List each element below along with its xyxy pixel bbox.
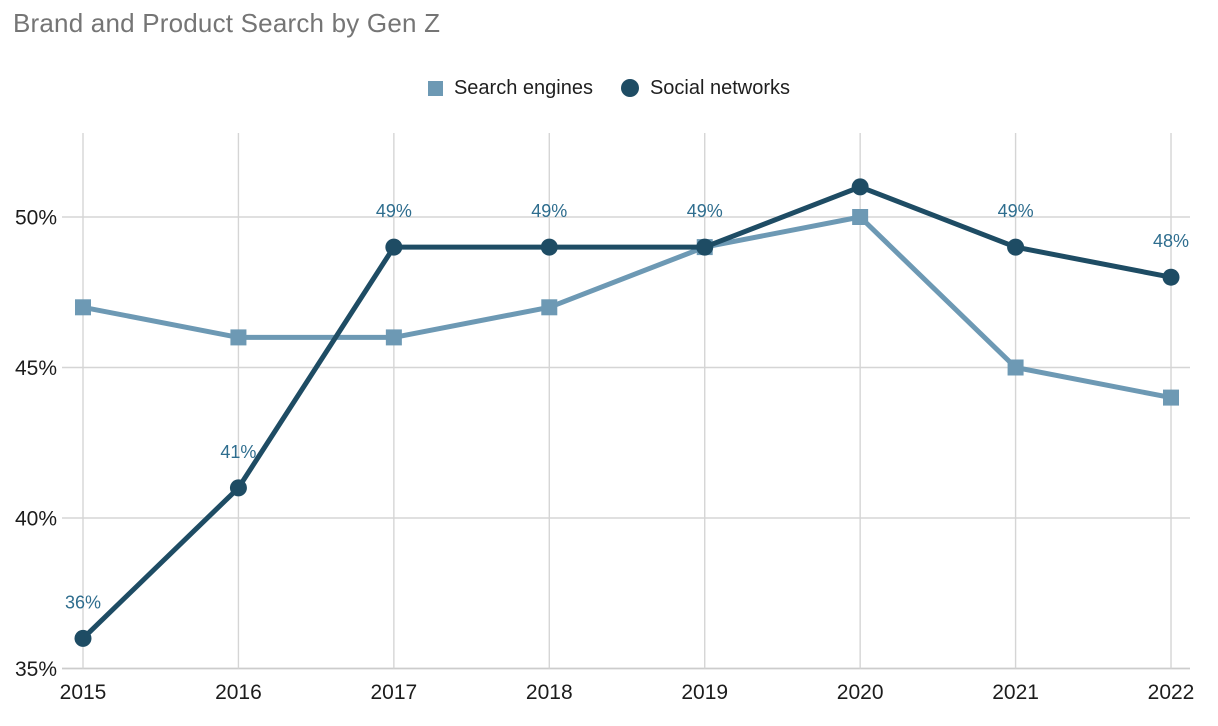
series-line-social-networks — [80, 184, 1174, 641]
data-label: 49% — [998, 201, 1034, 221]
square-point-marker — [230, 329, 247, 346]
legend-label-search-engines: Search engines — [453, 76, 593, 99]
circle-marker-icon — [620, 79, 639, 97]
circle-point-marker — [1007, 238, 1025, 256]
x-tick-label: 2016 — [215, 681, 262, 704]
circle-point-marker — [540, 238, 558, 256]
x-tick-label: 2021 — [992, 681, 1039, 704]
series-line-search-engines — [80, 214, 1174, 401]
square-point-marker — [1163, 389, 1180, 406]
circle-point-marker — [1162, 268, 1180, 286]
circle-point-marker — [229, 479, 247, 497]
circle-point-marker — [74, 629, 92, 647]
legend-label-social-networks: Social networks — [649, 76, 791, 99]
circle-point-marker — [385, 238, 403, 256]
x-tick-label: 2017 — [371, 681, 418, 704]
legend: Search engines Social networks — [0, 74, 1218, 102]
data-label: 41% — [220, 442, 256, 462]
data-label: 36% — [65, 592, 101, 612]
y-tick-label: 35% — [15, 658, 57, 681]
y-tick-label: 45% — [15, 357, 57, 380]
data-label: 48% — [1153, 231, 1189, 251]
square-point-marker — [385, 329, 402, 346]
square-marker-icon — [427, 80, 443, 96]
data-label: 49% — [376, 201, 412, 221]
circle-point-marker — [851, 178, 869, 196]
circle-point-marker — [696, 238, 714, 256]
x-tick-label: 2020 — [837, 681, 884, 704]
legend-item-social-networks: Social networks — [620, 76, 791, 100]
y-tick-label: 40% — [15, 508, 57, 531]
square-point-marker — [541, 299, 558, 316]
x-tick-label: 2015 — [60, 681, 107, 704]
square-point-marker — [75, 299, 91, 316]
legend-item-search-engines: Search engines — [427, 76, 593, 100]
data-label: 49% — [531, 201, 567, 221]
x-tick-label: 2018 — [526, 681, 573, 704]
x-tick-label: 2022 — [1148, 681, 1195, 704]
square-point-marker — [852, 209, 869, 225]
x-tick-label: 2019 — [681, 681, 728, 704]
y-tick-label: 50% — [15, 207, 57, 230]
square-point-marker — [1007, 359, 1024, 376]
data-label: 49% — [687, 201, 723, 221]
chart-title: Brand and Product Search by Gen Z — [13, 8, 441, 38]
